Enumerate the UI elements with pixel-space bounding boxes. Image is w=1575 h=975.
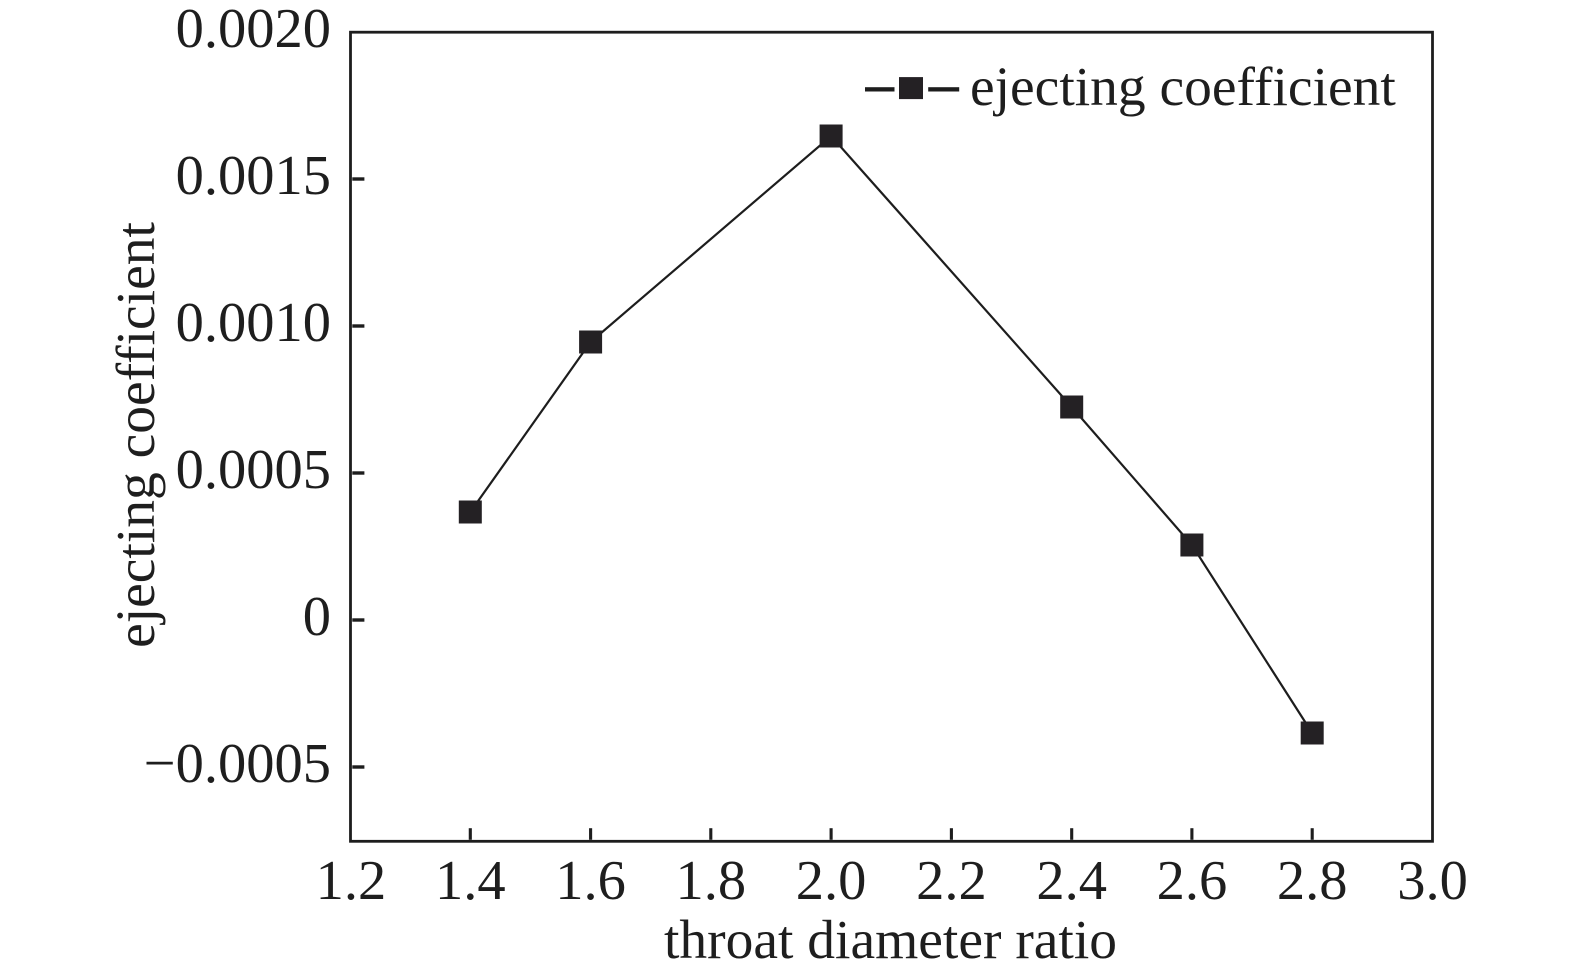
svg-text:2.2: 2.2	[916, 850, 987, 912]
svg-text:2.8: 2.8	[1277, 850, 1348, 912]
svg-text:2.6: 2.6	[1157, 850, 1228, 912]
svg-text:2.0: 2.0	[796, 850, 867, 912]
svg-text:1.4: 1.4	[435, 850, 506, 912]
svg-text:0: 0	[303, 586, 331, 648]
svg-text:1.8: 1.8	[675, 850, 746, 912]
svg-text:1.6: 1.6	[555, 850, 626, 912]
svg-text:0.0015: 0.0015	[176, 145, 331, 207]
svg-text:0.0010: 0.0010	[176, 292, 331, 354]
svg-text:ejecting coefficient: ejecting coefficient	[970, 57, 1396, 118]
svg-text:2.4: 2.4	[1036, 850, 1107, 912]
svg-text:1.2: 1.2	[316, 850, 387, 912]
svg-text:0.0020: 0.0020	[176, 0, 331, 60]
svg-text:3.0: 3.0	[1397, 850, 1468, 912]
svg-text:throat diameter ratio: throat diameter ratio	[664, 910, 1117, 971]
svg-text:ejecting coefficient: ejecting coefficient	[106, 222, 167, 648]
svg-text:−0.0005: −0.0005	[144, 733, 331, 795]
svg-text:0.0005: 0.0005	[176, 439, 331, 501]
